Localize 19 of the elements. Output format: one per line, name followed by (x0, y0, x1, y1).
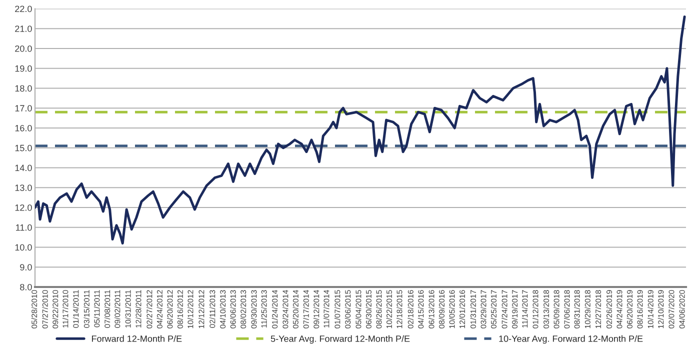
y-tick-label: 9.0 (20, 264, 32, 270)
y-tick-label: 12.0 (15, 204, 32, 211)
y-tick-label: 19.0 (15, 65, 32, 72)
y-tick-label: 17.0 (15, 105, 32, 112)
y-tick-label: 21.0 (15, 26, 32, 32)
legend-label: 10-Year Avg. Forward 12-Month P/E (499, 335, 643, 344)
y-tick-label: 22.0 (15, 6, 32, 12)
y-tick-label: 15.0 (15, 144, 32, 152)
y-tick-label: 10.0 (15, 244, 32, 251)
y-tick-label: 14.0 (15, 164, 32, 172)
y-tick-label: 8.0 (20, 284, 32, 290)
legend-label: 5-Year Avg. Forward 12-Month P/E (270, 335, 410, 344)
y-tick-label: 16.0 (15, 124, 32, 132)
y-tick-label: 11.0 (16, 224, 32, 231)
line-series (35, 15, 686, 245)
legend-label: Forward 12-Month P/E (92, 335, 182, 342)
y-tick-label: 20.0 (15, 45, 32, 52)
y-tick-label: 13.0 (15, 184, 32, 191)
y-tick-label: 18.0 (15, 85, 32, 92)
